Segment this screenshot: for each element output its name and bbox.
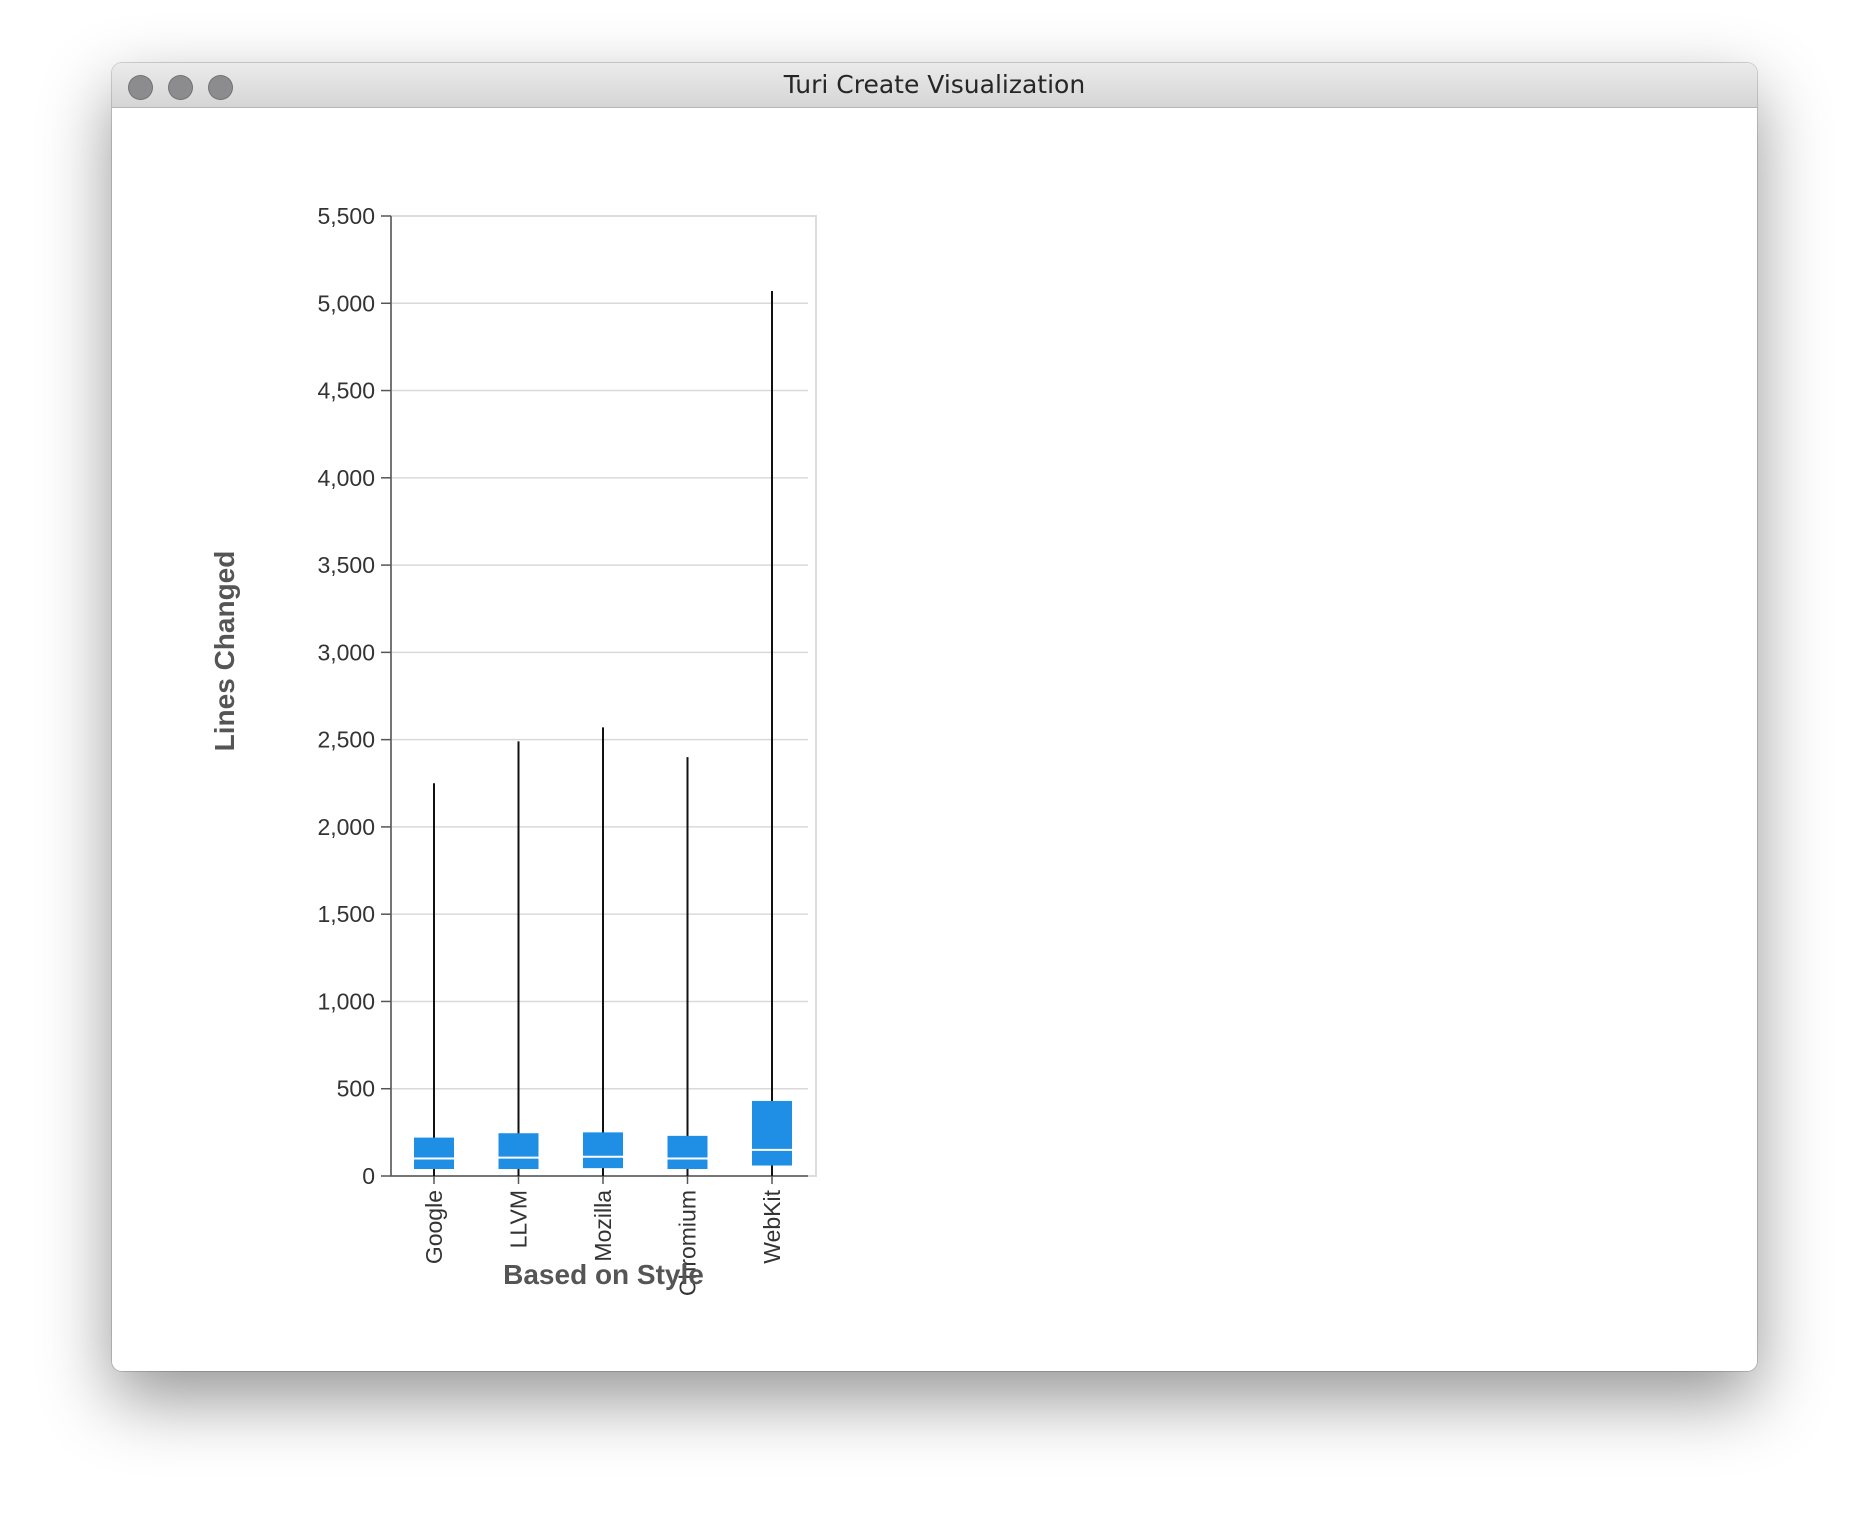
x-tick-label: Chromium — [675, 1190, 701, 1296]
box-chromium — [667, 1135, 708, 1170]
y-tick-label: 1,500 — [317, 901, 375, 927]
gridlines — [391, 302, 808, 1090]
boxes — [414, 291, 792, 1176]
window-title: Turi Create Visualization — [783, 70, 1086, 99]
y-axis-title: Lines Changed — [209, 551, 240, 752]
box-mozilla — [583, 1132, 623, 1169]
title-bar[interactable]: Turi Create Visualization — [112, 63, 1757, 108]
y-tick-label: 2,000 — [317, 814, 375, 840]
y-tick-label: 5,000 — [317, 290, 375, 316]
y-tick-label: 500 — [337, 1076, 375, 1102]
chart-area: 0 500 1,000 1,500 2,000 2,500 3,000 3,500 4,000 4… — [112, 108, 1757, 1371]
x-tick-label: LLVM — [506, 1190, 532, 1248]
y-tick-label: 2,500 — [317, 727, 375, 753]
x-axis-title: Based on Style — [503, 1259, 704, 1290]
box-llvm — [498, 1133, 539, 1170]
y-tick-label: 1,000 — [317, 988, 375, 1014]
box-google — [414, 1137, 454, 1170]
y-tick-label: 4,500 — [317, 378, 375, 404]
x-tick-label: Mozilla — [590, 1190, 616, 1262]
x-tick-label: WebKit — [759, 1189, 785, 1263]
y-tick-label: 0 — [362, 1163, 375, 1189]
y-tick-label: 4,000 — [317, 465, 375, 491]
y-tick-label: 3,500 — [317, 552, 375, 578]
box-webkit — [752, 1100, 792, 1166]
zoom-window-icon[interactable] — [208, 75, 233, 100]
y-tick-label: 5,500 — [317, 203, 375, 229]
app-window: Turi Create Visualization 0 500 1,000 1,500… — [112, 63, 1757, 1371]
y-tick-label: 3,000 — [317, 639, 375, 665]
minimize-window-icon[interactable] — [168, 75, 193, 100]
box-plot-chart: 0 500 1,000 1,500 2,000 2,500 3,000 3,500 4,000 4… — [209, 203, 817, 1296]
close-window-icon[interactable] — [128, 75, 153, 100]
axes — [381, 215, 808, 1184]
x-tick-label: Google — [421, 1190, 447, 1264]
labels: 0 500 1,000 1,500 2,000 2,500 3,000 3,500 4,000 4… — [317, 203, 785, 1296]
